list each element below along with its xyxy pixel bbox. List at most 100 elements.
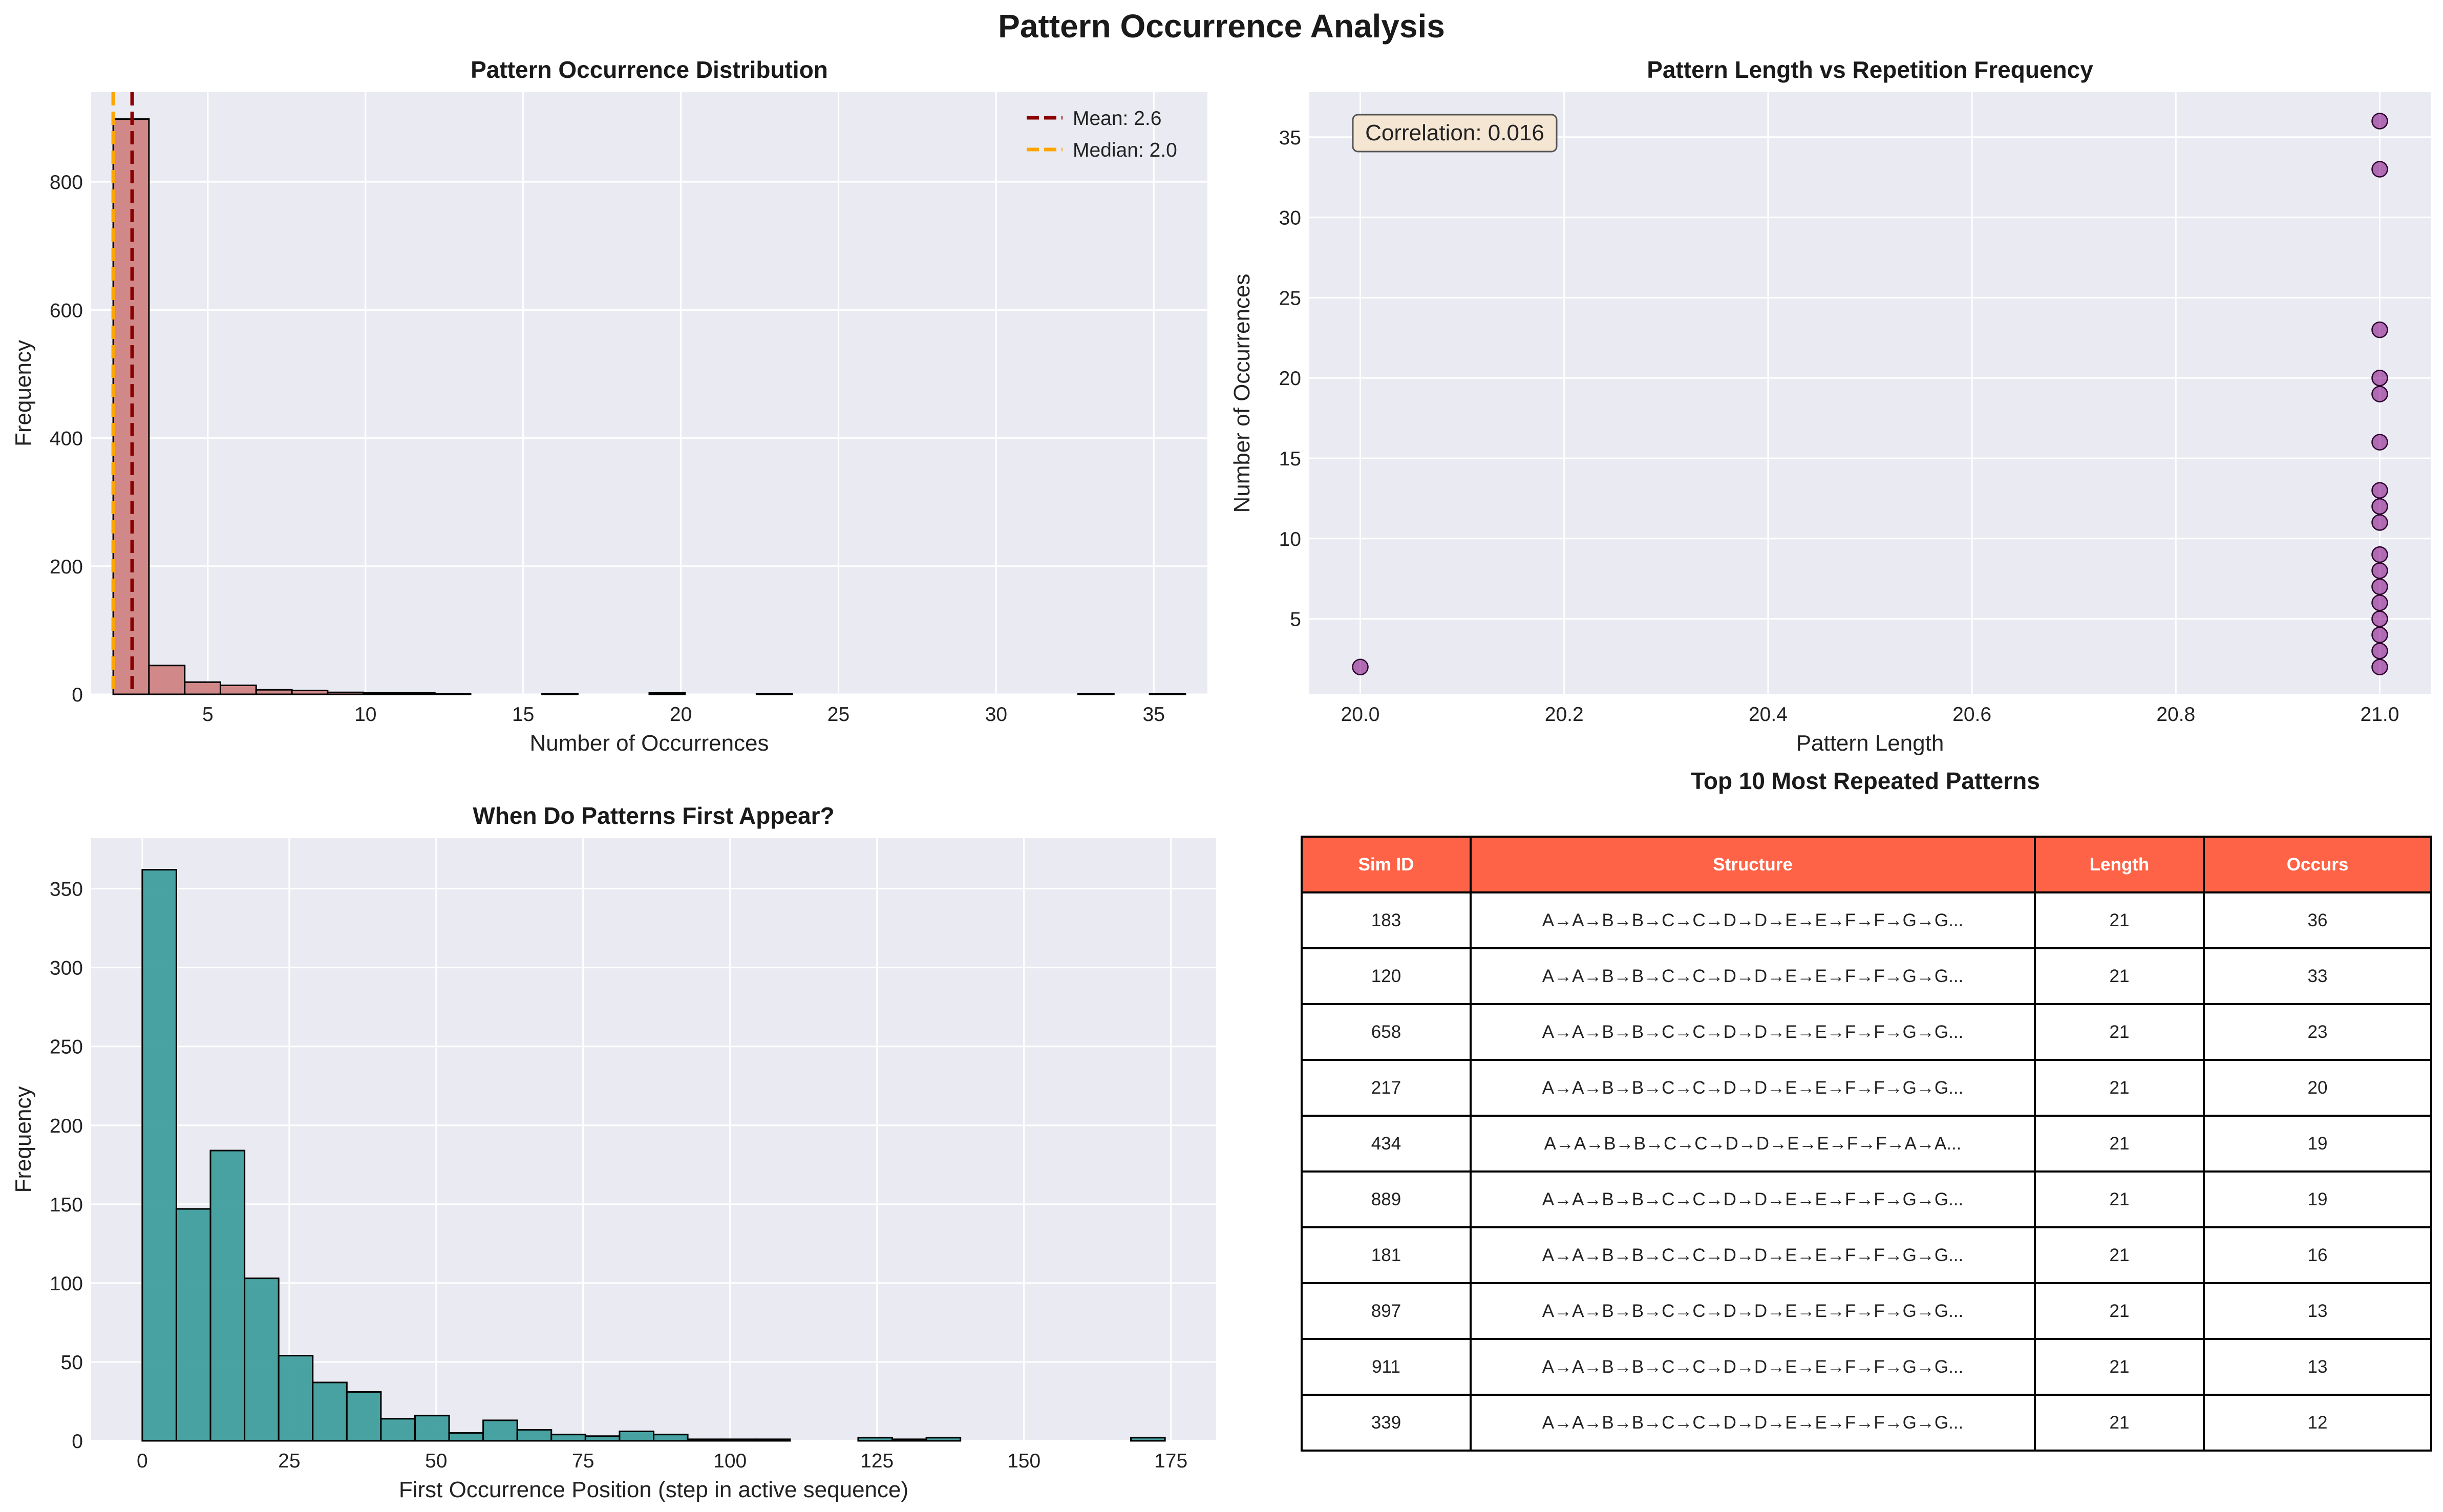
histogram-bar	[619, 1431, 654, 1442]
cell-sim-id: 217	[1301, 1059, 1472, 1117]
histogram-bar	[346, 1391, 382, 1442]
histogram-bar	[209, 1149, 246, 1442]
cell-structure: A→A→B→B→C→C→D→D→E→E→F→F→G→G...	[1470, 1003, 2036, 1061]
cell-structure: A→A→B→B→C→C→D→D→E→E→F→F→G→G...	[1470, 947, 2036, 1005]
scatter-point	[2371, 434, 2388, 451]
histogram-bar	[721, 1438, 757, 1442]
x-tick-label: 150	[1007, 1450, 1040, 1472]
y-axis-label: Number of Occurrences	[1229, 273, 1255, 513]
x-tick-label: 20	[670, 704, 692, 726]
cell-structure: A→A→B→B→C→C→D→D→E→E→F→F→G→G...	[1470, 1059, 2036, 1117]
table-row: 911 A→A→B→B→C→C→D→D→E→E→F→F→G→G... 21 13	[1301, 1338, 2432, 1396]
cell-sim-id: 434	[1301, 1115, 1472, 1173]
cell-occurs: 23	[2203, 1003, 2432, 1061]
y-tick-label: 200	[50, 1115, 83, 1137]
y-axis-label: Frequency	[11, 340, 36, 446]
scatter-point	[2371, 514, 2388, 531]
legend: Mean: 2.6 Median: 2.0	[1027, 108, 1177, 161]
histogram-bar	[482, 1419, 518, 1442]
histogram-bar	[857, 1437, 894, 1442]
y-tick-label: 200	[50, 556, 83, 578]
top-patterns-table: Sim ID Structure Length Occurs 183 A→A→B→…	[1301, 836, 2432, 1452]
table-row: 120 A→A→B→B→C→C→D→D→E→E→F→F→G→G... 21 33	[1301, 947, 2432, 1005]
histogram-bar	[516, 1429, 553, 1442]
x-tick-label: 5	[202, 704, 214, 726]
occurrence-distribution-chart: 5 10 15 20 25 30 35 0 200 400 600 800 Pattern Occurr…	[0, 41, 1229, 768]
cell-length: 21	[2034, 1115, 2205, 1173]
histogram-bar	[398, 692, 436, 695]
scatter-point	[1352, 658, 1369, 675]
table-row: 181 A→A→B→B→C→C→D→D→E→E→F→F→G→G... 21 16	[1301, 1226, 2432, 1284]
table-row: 339 A→A→B→B→C→C→D→D→E→E→F→F→G→G... 21 12	[1301, 1394, 2432, 1452]
x-tick-label: 175	[1154, 1450, 1187, 1472]
x-tick-label: 20.6	[1952, 704, 1991, 726]
correlation-annotation: Correlation: 0.016	[1365, 120, 1544, 145]
x-tick-label: 25	[278, 1450, 300, 1472]
length-frequency-scatter-svg: 20.0 20.2 20.4 20.6 20.8 21.0 5 10 15 20 25 30 35 Pat…	[1229, 56, 2431, 756]
histogram-bar	[312, 1381, 348, 1442]
histogram-bar	[648, 692, 686, 695]
x-axis-label: Number of Occurrences	[529, 731, 769, 756]
table-row: 889 A→A→B→B→C→C→D→D→E→E→F→F→G→G... 21 19	[1301, 1170, 2432, 1228]
cell-sim-id: 339	[1301, 1394, 1472, 1452]
column-header-occurs: Occurs	[2203, 836, 2432, 893]
scatter-point	[2371, 594, 2388, 611]
scatter-point	[2371, 626, 2388, 644]
y-tick-label: 300	[50, 957, 83, 979]
cell-structure: A→A→B→B→C→C→D→D→E→E→F→F→G→G...	[1470, 1170, 2036, 1228]
histogram-bar	[184, 681, 221, 695]
x-axis-label: Pattern Length	[1796, 731, 1944, 756]
cell-length: 21	[2034, 1338, 2205, 1396]
x-tick-label: 20.2	[1545, 704, 1584, 726]
figure-title: Pattern Occurrence Analysis	[998, 8, 1445, 45]
x-tick-label: 125	[860, 1450, 894, 1472]
x-tick-label: 20.0	[1341, 704, 1380, 726]
histogram-bar	[414, 1415, 450, 1442]
y-tick-label: 100	[50, 1273, 83, 1295]
y-tick-label: 350	[50, 879, 83, 901]
legend-median-label: Median: 2.0	[1073, 139, 1177, 161]
histogram-bar	[327, 691, 365, 695]
correlation-box	[1352, 114, 1558, 153]
histogram-bar	[687, 1438, 723, 1442]
scatter-point	[2371, 321, 2388, 338]
cell-structure: A→A→B→B→C→C→D→D→E→E→F→F→G→G...	[1470, 1394, 2036, 1452]
cell-structure: A→A→B→B→C→C→D→D→E→E→F→F→G→G...	[1470, 1282, 2036, 1340]
y-tick-label: 35	[1279, 127, 1301, 149]
histogram-bar	[219, 684, 257, 695]
scatter-point	[2371, 658, 2388, 675]
y-axis-label: Frequency	[11, 1087, 36, 1193]
cell-length: 21	[2034, 947, 2205, 1005]
x-tick-label: 100	[713, 1450, 747, 1472]
cell-length: 21	[2034, 1003, 2205, 1061]
legend-mean-label: Mean: 2.6	[1073, 108, 1161, 130]
histogram-bar	[755, 1438, 791, 1442]
table-row: 658 A→A→B→B→C→C→D→D→E→E→F→F→G→G... 21 23	[1301, 1003, 2432, 1061]
scatter-point	[2371, 610, 2388, 627]
plot-area	[1309, 92, 2431, 694]
histogram-bar	[141, 869, 177, 1442]
y-tick-label: 400	[50, 428, 83, 450]
histogram-bar	[380, 1418, 416, 1442]
x-tick-label: 25	[827, 704, 849, 726]
plot-area	[91, 92, 1207, 694]
cell-length: 21	[2034, 1394, 2205, 1452]
histogram-bar	[175, 1208, 211, 1442]
x-axis-label: First Occurrence Position (step in activ…	[399, 1477, 908, 1502]
x-tick-label: 75	[572, 1450, 594, 1472]
y-tick-label: 10	[1279, 528, 1301, 550]
x-tick-label: 50	[425, 1450, 447, 1472]
histogram-bar	[148, 665, 186, 695]
occurrence-histogram-svg: 5 10 15 20 25 30 35 0 200 400 600 800 Pattern Occurr…	[11, 56, 1207, 756]
histogram-bar	[891, 1438, 927, 1442]
table-row: 434 A→A→B→B→C→C→D→D→E→E→F→F→A→A... 21 19	[1301, 1115, 2432, 1173]
cell-occurs: 13	[2203, 1338, 2432, 1396]
table-row: 897 A→A→B→B→C→C→D→D→E→E→F→F→G→G... 21 13	[1301, 1282, 2432, 1340]
x-tick-label: 0	[137, 1450, 148, 1472]
cell-occurs: 16	[2203, 1226, 2432, 1284]
y-tick-label: 30	[1279, 207, 1301, 229]
cell-sim-id: 181	[1301, 1226, 1472, 1284]
histogram-bar	[550, 1434, 586, 1442]
table-row: 183 A→A→B→B→C→C→D→D→E→E→F→F→G→G... 21 36	[1301, 891, 2432, 949]
scatter-point	[2371, 161, 2388, 178]
